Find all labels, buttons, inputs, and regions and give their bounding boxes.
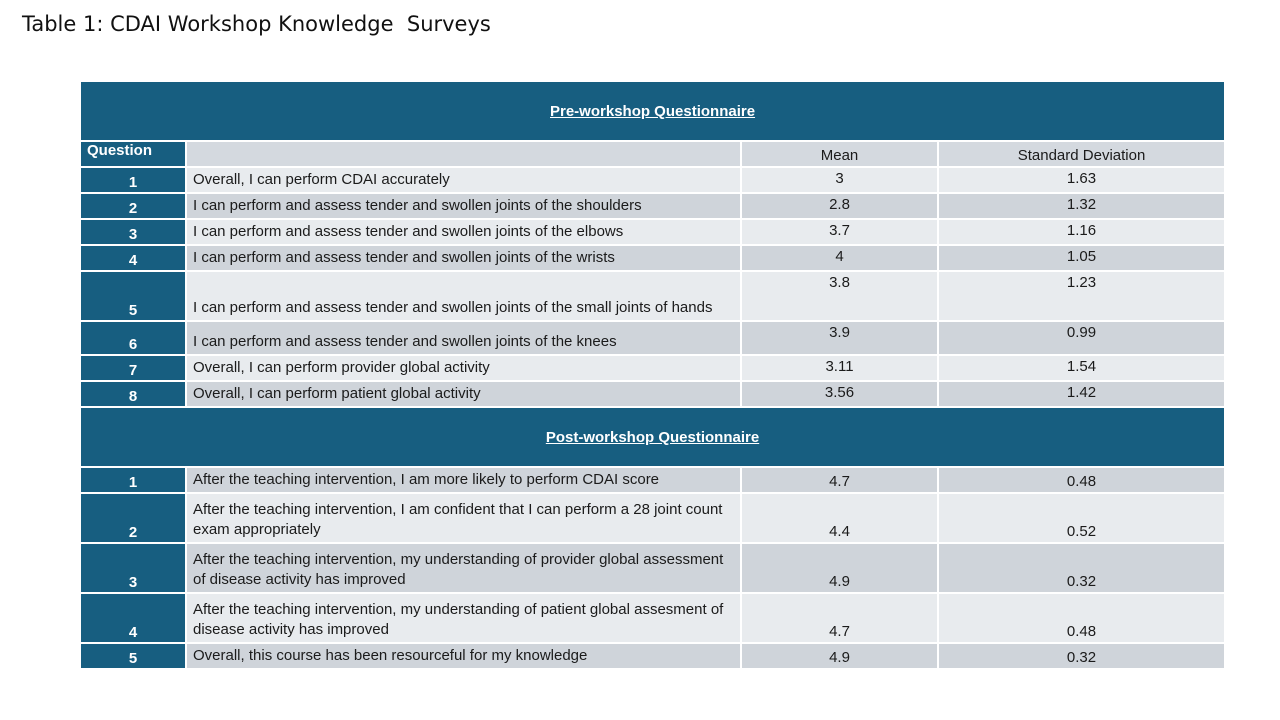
mean-value: 2.8 bbox=[740, 192, 939, 220]
mean-value: 4.7 bbox=[740, 466, 939, 494]
table-row: 3 After the teaching intervention, my un… bbox=[79, 542, 1227, 594]
sd-column-header: Standard Deviation bbox=[936, 140, 1227, 168]
sd-value: 0.32 bbox=[936, 542, 1227, 594]
table-row: 2 After the teaching intervention, I am … bbox=[79, 492, 1227, 544]
mean-column-header: Mean bbox=[740, 140, 939, 168]
mean-value: 3.56 bbox=[740, 380, 939, 408]
mean-value: 3.7 bbox=[740, 218, 939, 246]
table-row: 7 Overall, I can perform provider global… bbox=[79, 354, 1227, 382]
sd-value: 0.48 bbox=[936, 466, 1227, 494]
mean-value: 4.4 bbox=[740, 492, 939, 544]
mean-value: 4 bbox=[740, 244, 939, 272]
question-text: I can perform and assess tender and swol… bbox=[185, 270, 742, 322]
question-number: 6 bbox=[79, 320, 187, 356]
sd-value: 0.52 bbox=[936, 492, 1227, 544]
question-number: 2 bbox=[79, 192, 187, 220]
table-row: 5 Overall, this course has been resource… bbox=[79, 642, 1227, 670]
mean-value: 3.8 bbox=[740, 270, 939, 322]
table-row: 2 I can perform and assess tender and sw… bbox=[79, 192, 1227, 220]
sd-value: 1.23 bbox=[936, 270, 1227, 322]
table-row: 5 I can perform and assess tender and sw… bbox=[79, 270, 1227, 322]
question-number: 5 bbox=[79, 270, 187, 322]
question-text: I can perform and assess tender and swol… bbox=[185, 192, 742, 220]
table-row: 3 I can perform and assess tender and sw… bbox=[79, 218, 1227, 246]
question-text: I can perform and assess tender and swol… bbox=[185, 244, 742, 272]
sd-value: 1.54 bbox=[936, 354, 1227, 382]
mean-value: 4.9 bbox=[740, 642, 939, 670]
question-text: I can perform and assess tender and swol… bbox=[185, 320, 742, 356]
question-column-header: Question bbox=[79, 140, 187, 168]
column-header-row: Question Mean Standard Deviation bbox=[79, 140, 1227, 168]
table-title: Table 1: CDAI Workshop Knowledge Surveys bbox=[22, 12, 491, 36]
question-text: Overall, I can perform provider global a… bbox=[185, 354, 742, 382]
question-number: 3 bbox=[79, 542, 187, 594]
pre-section-title: Pre-workshop Questionnaire bbox=[550, 102, 756, 120]
question-number: 3 bbox=[79, 218, 187, 246]
question-text: After the teaching intervention, I am mo… bbox=[185, 466, 742, 494]
question-number: 7 bbox=[79, 354, 187, 382]
table-row: 8 Overall, I can perform patient global … bbox=[79, 380, 1227, 408]
mean-value: 3 bbox=[740, 166, 939, 194]
sd-value: 0.48 bbox=[936, 592, 1227, 644]
sd-value: 1.16 bbox=[936, 218, 1227, 246]
sd-value: 0.32 bbox=[936, 642, 1227, 670]
sd-value: 1.05 bbox=[936, 244, 1227, 272]
question-text: After the teaching intervention, my unde… bbox=[185, 592, 742, 644]
table-row: 1 Overall, I can perform CDAI accurately… bbox=[79, 166, 1227, 194]
question-number: 8 bbox=[79, 380, 187, 408]
question-number: 4 bbox=[79, 592, 187, 644]
table-row: 1 After the teaching intervention, I am … bbox=[79, 466, 1227, 494]
question-number: 5 bbox=[79, 642, 187, 670]
mean-value: 3.11 bbox=[740, 354, 939, 382]
question-text: Overall, I can perform patient global ac… bbox=[185, 380, 742, 408]
post-section-title: Post-workshop Questionnaire bbox=[545, 428, 760, 446]
sd-value: 1.63 bbox=[936, 166, 1227, 194]
post-section-header: Post-workshop Questionnaire bbox=[78, 406, 1227, 468]
table-row: 4 I can perform and assess tender and sw… bbox=[79, 244, 1227, 272]
table-row: 4 After the teaching intervention, my un… bbox=[79, 592, 1227, 644]
sd-value: 1.42 bbox=[936, 380, 1227, 408]
question-text: Overall, this course has been resourcefu… bbox=[185, 642, 742, 670]
question-text: I can perform and assess tender and swol… bbox=[185, 218, 742, 246]
mean-value: 4.9 bbox=[740, 542, 939, 594]
table-row: 6 I can perform and assess tender and sw… bbox=[79, 320, 1227, 356]
sd-value: 0.99 bbox=[936, 320, 1227, 356]
mean-value: 3.9 bbox=[740, 320, 939, 356]
question-number: 4 bbox=[79, 244, 187, 272]
text-column-header bbox=[185, 140, 742, 168]
question-text: Overall, I can perform CDAI accurately bbox=[185, 166, 742, 194]
mean-value: 4.7 bbox=[740, 592, 939, 644]
question-number: 1 bbox=[79, 466, 187, 494]
question-text: After the teaching intervention, my unde… bbox=[185, 542, 742, 594]
question-text: After the teaching intervention, I am co… bbox=[185, 492, 742, 544]
survey-table: Pre-workshop Questionnaire Question Mean… bbox=[78, 80, 1227, 670]
sd-value: 1.32 bbox=[936, 192, 1227, 220]
question-number: 1 bbox=[79, 166, 187, 194]
question-number: 2 bbox=[79, 492, 187, 544]
pre-section-header: Pre-workshop Questionnaire bbox=[78, 80, 1227, 142]
